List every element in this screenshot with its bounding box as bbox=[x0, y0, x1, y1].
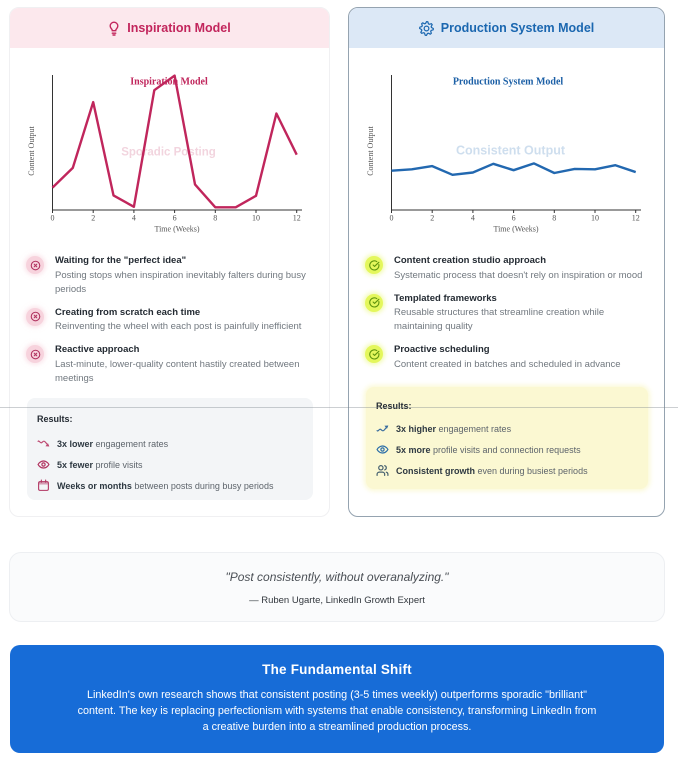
svg-text:12: 12 bbox=[632, 214, 640, 223]
svg-text:10: 10 bbox=[252, 214, 260, 223]
svg-text:6: 6 bbox=[512, 214, 516, 223]
svg-text:8: 8 bbox=[213, 214, 217, 223]
svg-text:10: 10 bbox=[591, 214, 599, 223]
svg-text:Content Output: Content Output bbox=[366, 125, 375, 175]
svg-text:0: 0 bbox=[390, 214, 394, 223]
svg-text:2: 2 bbox=[430, 214, 434, 223]
svg-text:Time (Weeks): Time (Weeks) bbox=[493, 225, 538, 234]
svg-text:8: 8 bbox=[552, 214, 556, 223]
svg-text:Consistent Output: Consistent Output bbox=[456, 144, 566, 158]
svg-text:Production System Model: Production System Model bbox=[453, 77, 564, 88]
svg-text:0: 0 bbox=[51, 214, 55, 223]
svg-text:Time (Weeks): Time (Weeks) bbox=[154, 225, 199, 234]
svg-text:Inspiration Model: Inspiration Model bbox=[130, 77, 208, 88]
svg-text:Content Output: Content Output bbox=[27, 125, 36, 175]
svg-text:Sporadic Posting: Sporadic Posting bbox=[121, 147, 216, 159]
svg-text:4: 4 bbox=[471, 214, 475, 223]
svg-text:6: 6 bbox=[173, 214, 177, 223]
svg-text:12: 12 bbox=[293, 214, 301, 223]
svg-text:4: 4 bbox=[132, 214, 136, 223]
svg-text:2: 2 bbox=[91, 214, 95, 223]
